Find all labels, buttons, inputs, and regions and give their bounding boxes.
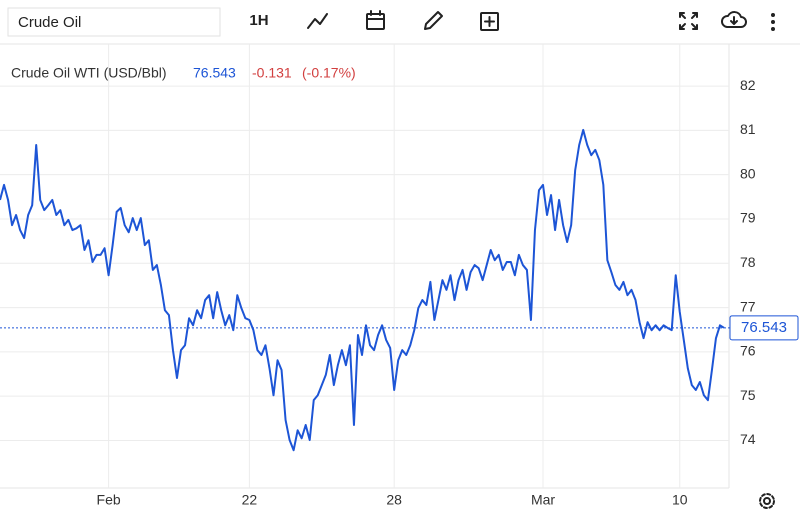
y-tick-label: 80 (740, 165, 756, 181)
x-tick-label: Mar (531, 492, 555, 508)
legend-change: -0.131 (252, 65, 292, 81)
price-line (0, 128, 725, 452)
interval-button[interactable]: 1H (249, 12, 268, 29)
x-tick-label: 10 (672, 492, 688, 508)
x-tick-label: 28 (386, 492, 402, 508)
download-icon[interactable] (721, 11, 747, 28)
y-tick-label: 78 (740, 254, 756, 270)
settings-icon[interactable] (759, 493, 775, 509)
menu-icon[interactable] (771, 13, 775, 31)
x-tick-label: Feb (97, 492, 121, 508)
y-tick-label: 77 (740, 298, 756, 314)
calendar-icon[interactable] (366, 10, 385, 30)
search-box[interactable] (7, 7, 221, 37)
y-tick-label: 81 (740, 121, 756, 137)
x-tick-label: 22 (242, 492, 258, 508)
last-price-box (729, 315, 799, 341)
fullscreen-icon[interactable] (679, 12, 698, 30)
last-price-label: 76.543 (741, 319, 787, 336)
legend-change-pct: (-0.17%) (302, 65, 356, 81)
draw-icon[interactable] (424, 11, 443, 30)
legend-name: Crude Oil WTI (USD/Bbl) (11, 65, 167, 81)
y-tick-label: 75 (740, 387, 756, 403)
y-tick-label: 76 (740, 343, 756, 359)
legend-price: 76.543 (193, 65, 236, 81)
y-tick-label: 82 (740, 77, 756, 93)
y-tick-label: 79 (740, 210, 756, 226)
y-tick-label: 74 (740, 431, 756, 447)
line-type-icon[interactable] (307, 13, 328, 29)
add-icon[interactable] (480, 12, 499, 31)
search-text: Crude Oil (18, 14, 81, 31)
